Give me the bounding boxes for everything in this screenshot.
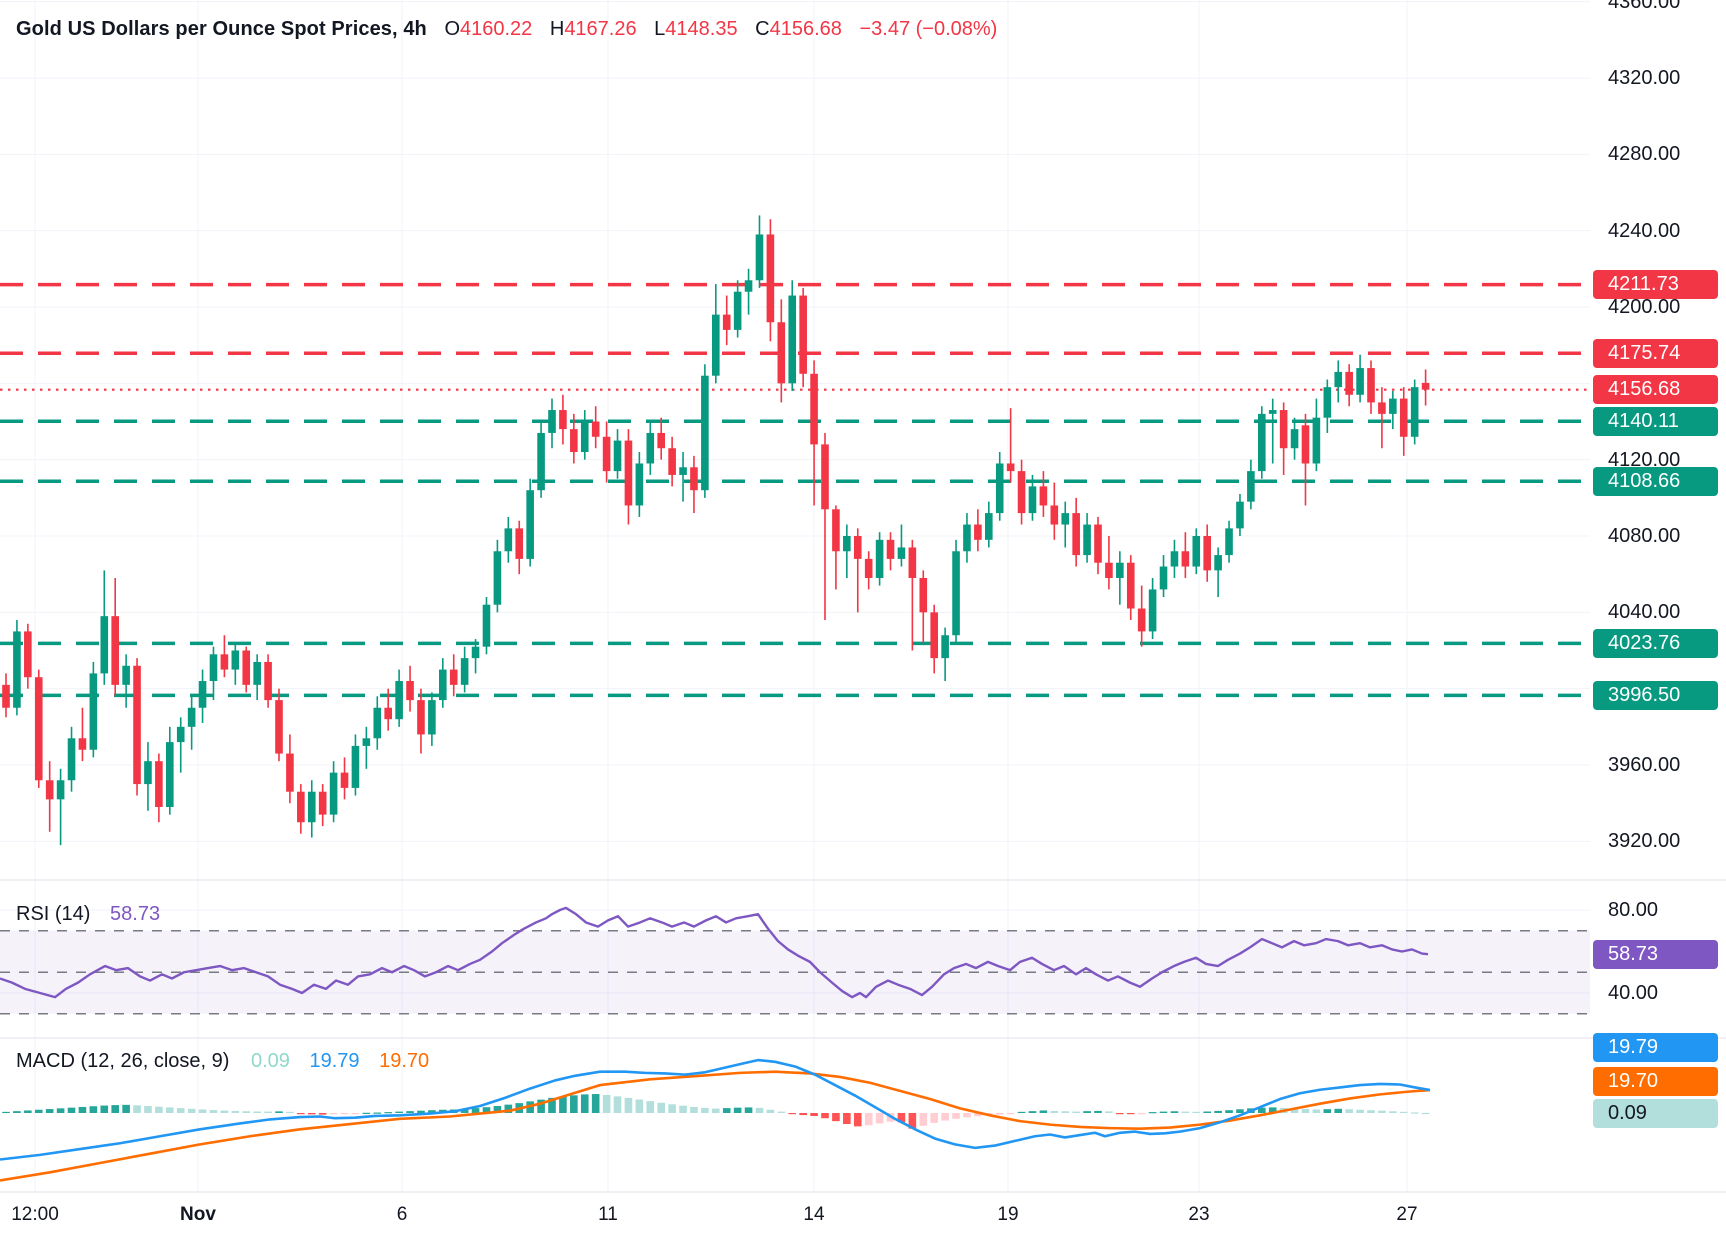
price-tick-label: 4080.00 (1608, 524, 1681, 547)
price-tick-label: 4320.00 (1608, 67, 1681, 89)
grid-lines (0, 0, 1590, 1192)
ohlc-open-value: 4160.22 (460, 18, 533, 40)
current-price-badge: 4156.68 (1593, 375, 1718, 405)
price-levels (0, 282, 1590, 698)
rsi-line (0, 906, 1429, 999)
price-change: −3.47 (−0.08%) (859, 18, 998, 40)
time-tick-label: 6 (396, 1204, 408, 1225)
ohlc-high-label: H (549, 18, 565, 40)
ohlc-low-label: L (654, 18, 666, 40)
price-tick-label: 4200.00 (1608, 295, 1681, 318)
price-tick-label: 4120.00 (1608, 448, 1681, 471)
candlestick-series (2, 215, 1430, 846)
price-tick-label: 4240.00 (1608, 219, 1681, 242)
price-level-badge: 4175.74 (1593, 338, 1718, 368)
macd-indicator-name: MACD (12, 26, close, 9) (16, 1050, 230, 1072)
rsi-value-badge: 58.73 (1593, 939, 1718, 969)
macd-macd-badge: 19.79 (1593, 1032, 1718, 1062)
price-level-badge: 3996.50 (1593, 680, 1718, 710)
time-tick-label: 23 (1188, 1204, 1210, 1225)
macd-histogram-value: 0.09 (250, 1050, 290, 1072)
symbol-title: Gold US Dollars per Ounce Spot Prices, 4… (16, 18, 427, 40)
panel-separators (0, 879, 1726, 1193)
ohlc-open-label: O (444, 18, 460, 40)
price-tick-label: 3920.00 (1608, 830, 1681, 853)
rsi-tick-label: 40.00 (1608, 982, 1659, 1004)
macd-signal-badge: 19.70 (1593, 1066, 1718, 1096)
time-tick-label: 14 (803, 1204, 825, 1225)
macd-hist-badge: 0.09 (1593, 1098, 1718, 1128)
price-level-badge: 4211.73 (1593, 270, 1718, 300)
rsi-value: 58.73 (110, 903, 161, 925)
time-tick-label: 12:00 (11, 1204, 59, 1225)
symbol-legend: Gold US Dollars per Ounce Spot Prices, 4… (16, 18, 997, 41)
price-level-badge: 4108.66 (1593, 466, 1718, 496)
time-tick-label: 27 (1396, 1204, 1418, 1225)
price-level-badge: 4023.76 (1593, 628, 1718, 658)
ohlc-high-value: 4167.26 (564, 18, 637, 40)
rsi-legend: RSI (14) 58.73 (16, 903, 160, 926)
rsi-indicator-name: RSI (14) (16, 903, 91, 925)
macd-signal-value: 19.70 (379, 1050, 430, 1072)
price-tick-label: 3960.00 (1608, 753, 1681, 776)
price-level-badge: 4140.11 (1593, 406, 1718, 436)
price-tick-label: 4040.00 (1608, 601, 1681, 624)
time-tick-label: 19 (997, 1204, 1019, 1225)
rsi-tick-label: 80.00 (1608, 899, 1659, 921)
ohlc-low-value: 4148.35 (665, 18, 738, 40)
price-tick-label: 4360.00 (1608, 0, 1681, 13)
ohlc-close-label: C (755, 18, 770, 40)
time-tick-label: 11 (598, 1204, 618, 1225)
macd-line-value: 19.79 (309, 1050, 360, 1072)
macd-lines (0, 1058, 1431, 1182)
ohlc-close-value: 4156.68 (769, 18, 842, 40)
rsi-band (0, 929, 1590, 1015)
macd-legend: MACD (12, 26, close, 9) 0.09 19.79 19.70 (16, 1050, 429, 1073)
price-tick-label: 4280.00 (1608, 143, 1681, 166)
time-tick-label: Nov (180, 1204, 216, 1225)
